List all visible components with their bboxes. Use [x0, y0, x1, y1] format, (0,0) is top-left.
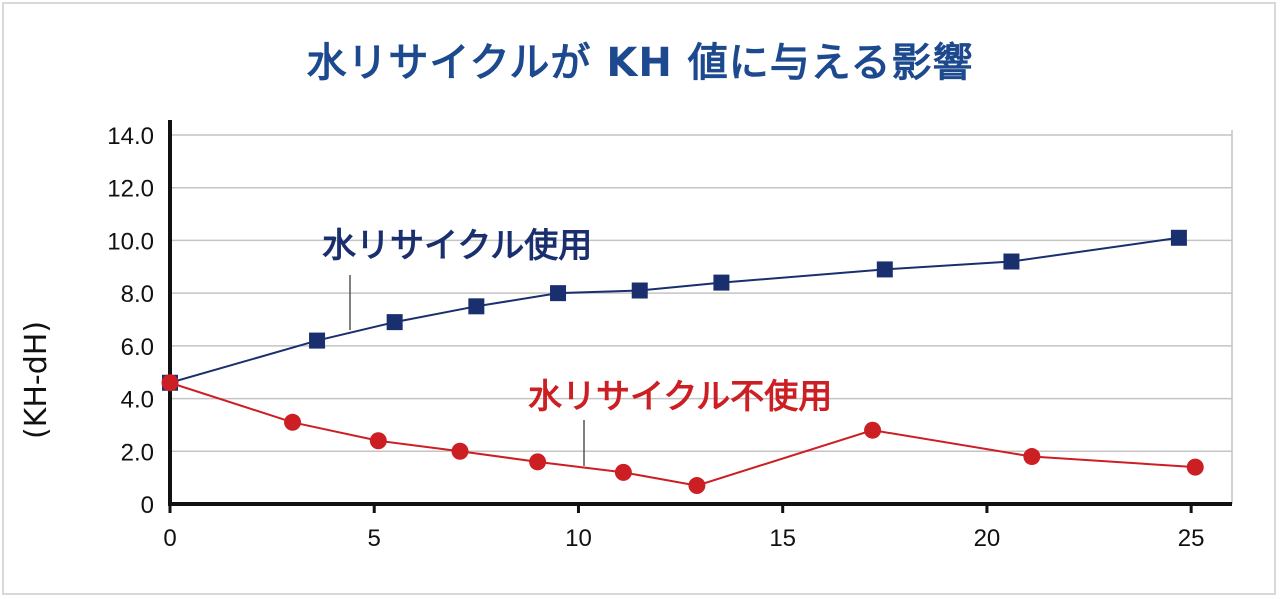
grid-lines: [170, 130, 1233, 504]
y-tick-label: 6.0: [121, 334, 154, 361]
series-label-1: 水リサイクル使用: [322, 226, 592, 266]
tick-labels: 0 2.0 4.0 6.0 8.0 10.0 12.0 14.0 0 5 10 15 20 25: [107, 123, 1204, 552]
series-line-1: [169, 236, 1180, 384]
x-tick-label: 0: [163, 525, 176, 552]
data-point-circle: [284, 413, 302, 431]
x-tick-label: 20: [974, 525, 1001, 552]
data-point-circle: [614, 463, 632, 481]
y-tick-label: 2.0: [121, 439, 154, 466]
data-point-circle: [688, 477, 706, 495]
data-point-square: [1003, 253, 1020, 270]
series-label-2: 水リサイクル不使用: [528, 377, 832, 417]
chart-title: 水リサイクルが KH 値に与える影響: [306, 40, 974, 86]
series-line-2: [169, 381, 1196, 487]
x-tick-label: 25: [1178, 525, 1205, 552]
y-tick-label: 0: [141, 492, 154, 519]
data-point-circle: [369, 432, 387, 450]
y-tick-label: 4.0: [121, 387, 154, 414]
data-point-circle: [1186, 458, 1204, 476]
data-point-circle: [161, 374, 179, 392]
x-tick-label: 10: [565, 525, 592, 552]
y-tick-label: 12.0: [107, 176, 154, 203]
data-point-square: [713, 274, 730, 291]
data-point-circle: [529, 453, 547, 471]
data-point-circle: [1023, 448, 1041, 466]
x-tick-label: 15: [769, 525, 796, 552]
y-tick-label: 10.0: [107, 228, 154, 255]
data-point-square: [631, 282, 648, 299]
data-point-square: [876, 261, 893, 278]
data-point-square: [468, 298, 485, 315]
y-tick-label: 14.0: [107, 123, 154, 150]
series-group: [161, 229, 1204, 495]
data-point-square: [550, 285, 567, 302]
data-point-square: [386, 314, 403, 331]
data-point-circle: [864, 421, 882, 439]
y-tick-label: 8.0: [121, 281, 154, 308]
data-point-square: [1170, 229, 1187, 246]
data-point-circle: [451, 442, 469, 460]
axes: [168, 120, 1232, 513]
data-point-square: [309, 332, 326, 349]
x-tick-label: 5: [368, 525, 381, 552]
